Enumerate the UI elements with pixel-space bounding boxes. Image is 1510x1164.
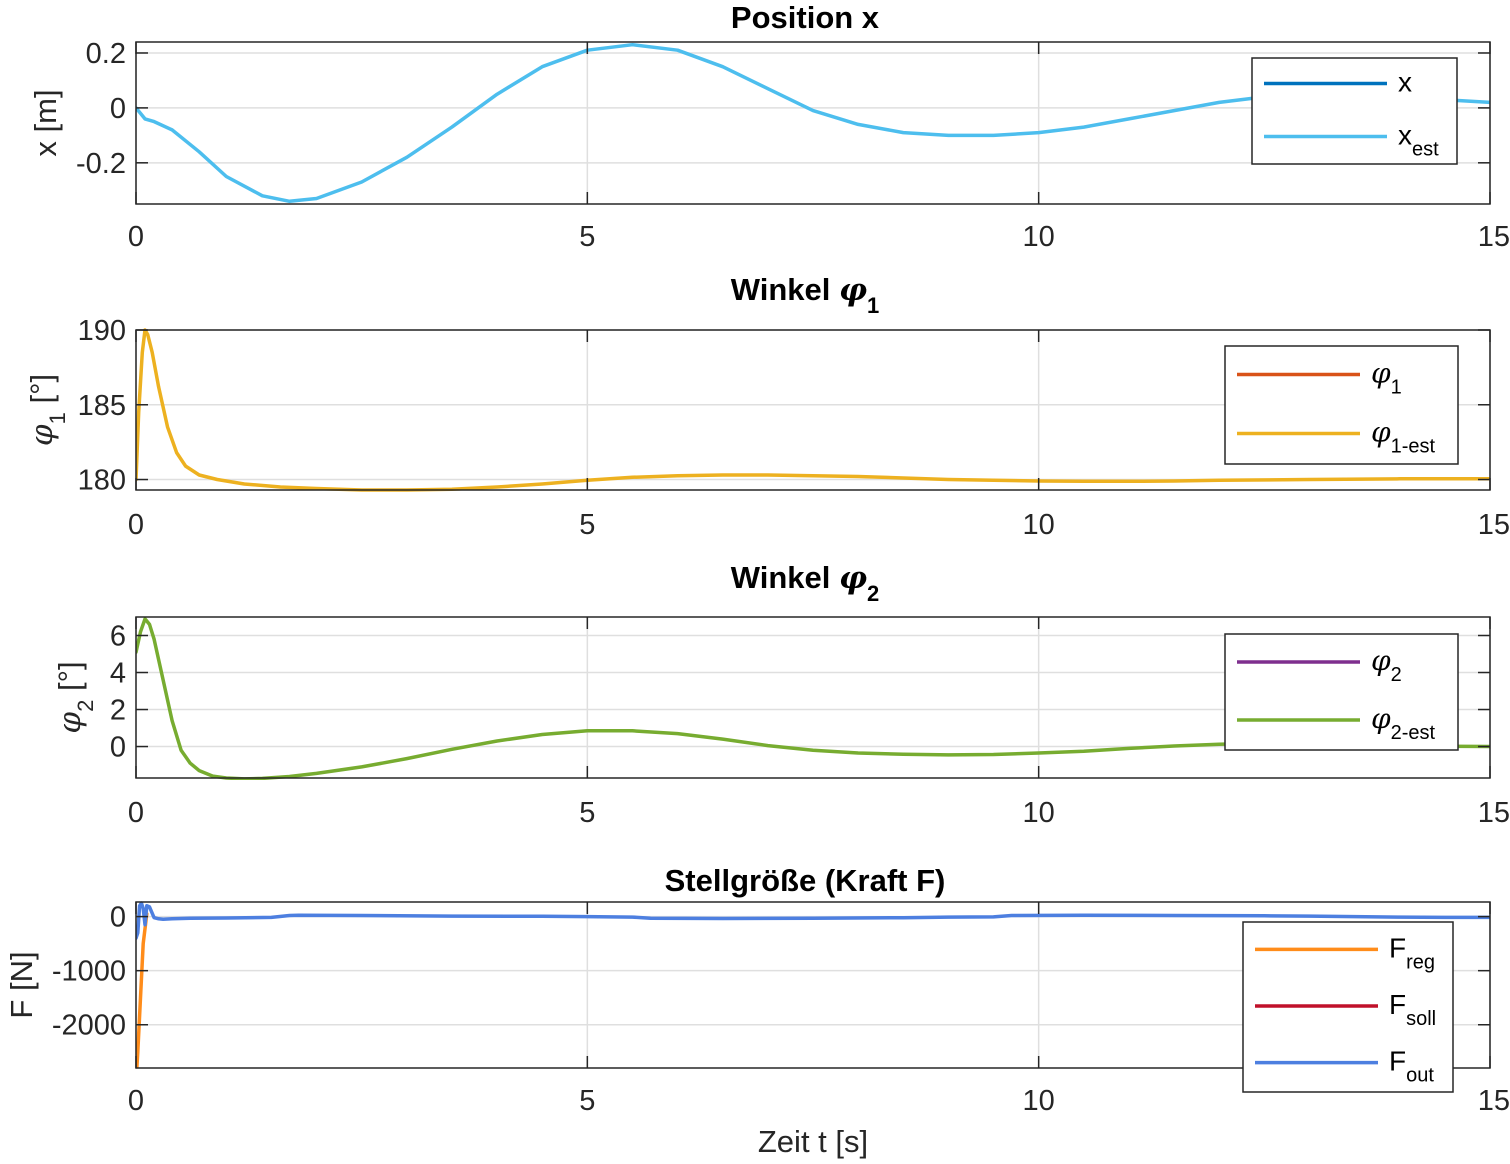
y-tick-label: -0.2 (76, 148, 126, 180)
y-tick-label: 0.2 (86, 38, 126, 70)
x-tick-label: 5 (579, 509, 595, 541)
x-tick-label: 5 (579, 797, 595, 829)
axes-box (135, 901, 1491, 1069)
legend: φ1 φ1-est (1224, 345, 1459, 465)
series-line-1-2 (136, 42, 1490, 204)
y-axis-label: φ2 [°] (52, 661, 98, 733)
legend-box (1251, 57, 1458, 165)
legend-entry: φ1 (1371, 357, 1402, 399)
subplot-title: Winkel φ2 (731, 560, 880, 606)
y-tick-label: 2 (110, 695, 126, 727)
y-tick-label: -1000 (52, 956, 126, 988)
subplot-3: 0 5 10 15 0 2 4 6 Winkel φ2 φ2 [°] φ2 φ2-est (52, 560, 1510, 829)
x-tick-label: 10 (1023, 797, 1055, 829)
legend-entry: x (1398, 67, 1412, 98)
series-line-4-3 (136, 901, 1490, 940)
x-tick-label: 10 (1023, 1085, 1055, 1117)
subplot-4: 0 5 10 15 -2000 -1000 0 Stellgröße (Kraft F) F [… (4, 863, 1510, 1159)
legend: Freg Fsoll Fout (1242, 921, 1454, 1093)
legend: φ2 φ2-est (1224, 633, 1459, 751)
series-line-3-2 (136, 617, 1490, 780)
y-tick-label: 0 (110, 93, 126, 125)
y-tick-label: 0 (110, 732, 126, 764)
legend-entry: φ2-est (1371, 702, 1436, 744)
series-line-2-2 (136, 328, 1490, 492)
legend-box (1224, 633, 1459, 751)
x-tick-label: 0 (128, 1085, 144, 1117)
y-tick-label: 0 (110, 902, 126, 934)
subplot-title: Winkel φ1 (731, 272, 880, 318)
y-tick-label: -2000 (52, 1010, 126, 1042)
x-tick-label: 10 (1023, 221, 1055, 253)
y-tick-label: 190 (78, 315, 126, 347)
axes-box (135, 41, 1491, 205)
x-tick-label: 15 (1478, 797, 1510, 829)
x-tick-label: 0 (128, 221, 144, 253)
x-tick-label: 0 (128, 509, 144, 541)
legend-entry: Freg (1389, 932, 1435, 973)
x-tick-label: 0 (128, 797, 144, 829)
y-tick-label: 6 (110, 621, 126, 653)
legend-entry: xest (1398, 120, 1439, 161)
legend-entry: φ1-est (1371, 416, 1436, 458)
x-tick-label: 15 (1478, 1085, 1510, 1117)
axes-box (135, 329, 1491, 491)
x-tick-label: 10 (1023, 509, 1055, 541)
y-tick-label: 4 (110, 658, 126, 690)
legend-entry: Fout (1389, 1046, 1434, 1087)
axes-box (135, 616, 1491, 779)
subplot-title: Stellgröße (Kraft F) (665, 863, 946, 898)
x-tick-label: 15 (1478, 509, 1510, 541)
legend-entry: Fsoll (1389, 989, 1436, 1030)
y-tick-label: 180 (78, 465, 126, 497)
x-tick-label: 5 (579, 221, 595, 253)
x-axis-label: Zeit t [s] (758, 1124, 868, 1159)
legend-box (1224, 345, 1459, 465)
x-tick-label: 5 (579, 1085, 595, 1117)
subplot-title: Position x (731, 0, 880, 35)
y-tick-label: 185 (78, 390, 126, 422)
subplot-2: 0 5 10 15 180 185 190 Winkel φ1 φ1 [°] φ1 φ1-est (24, 272, 1510, 541)
x-tick-label: 15 (1478, 221, 1510, 253)
y-axis-label: x [m] (28, 89, 63, 156)
legend: x xest (1251, 57, 1458, 165)
subplot-1: 0 5 10 15 -0.2 0 0.2 Position x x [m] x xest (28, 0, 1510, 253)
legend-entry: φ2 (1371, 644, 1402, 686)
y-axis-label: φ1 [°] (24, 374, 70, 446)
y-axis-label: F [N] (4, 951, 39, 1018)
